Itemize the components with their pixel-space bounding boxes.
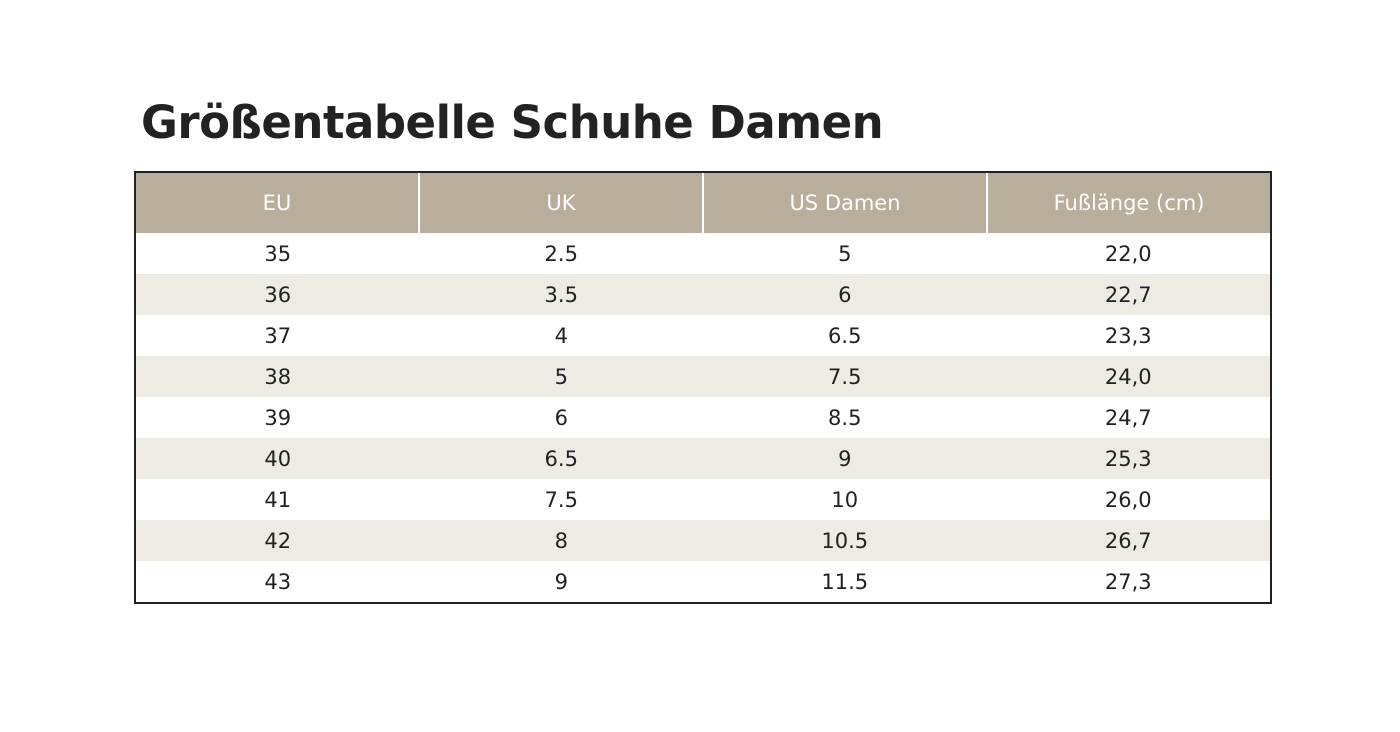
column-header: Fußlänge (cm) (986, 173, 1270, 233)
table-cell: 38 (264, 364, 292, 389)
table-row: 43 9 11.5 27,3 (136, 561, 1270, 602)
table-row: 38 5 7.5 24,0 (136, 356, 1270, 397)
column-header: UK (418, 173, 702, 233)
table-cell: 4 (554, 323, 568, 348)
table-cell: 24,7 (1104, 405, 1152, 430)
table-cell: 24,0 (1104, 364, 1152, 389)
table-row: 37 4 6.5 23,3 (136, 315, 1270, 356)
table-row: 39 6 8.5 24,7 (136, 397, 1270, 438)
table-cell: 40 (264, 446, 292, 471)
table-cell: 35 (264, 241, 292, 266)
table-cell: 26,0 (1104, 487, 1152, 512)
table-cell: 7.5 (828, 364, 862, 389)
table-cell: 7.5 (544, 487, 578, 512)
table-row: 41 7.5 10 26,0 (136, 479, 1270, 520)
title: Größentabelle Schuhe Damen (141, 96, 884, 149)
table-cell: 41 (264, 487, 292, 512)
table-cell: 9 (554, 569, 568, 594)
table-row: 40 6.5 9 25,3 (136, 438, 1270, 479)
column-header: EU (262, 191, 292, 215)
table-cell: 42 (264, 528, 292, 553)
table-cell: 22,7 (1104, 282, 1152, 307)
table-cell: 5 (554, 364, 568, 389)
header-row: EU UK US Damen Fußlänge (cm) (136, 173, 1270, 233)
table-cell: 6.5 (828, 323, 862, 348)
table-cell: 8 (554, 528, 568, 553)
table-cell: 9 (838, 446, 852, 471)
table-cell: 2.5 (544, 241, 578, 266)
table-row: 35 2.5 5 22,0 (136, 233, 1270, 274)
column-header: US Damen (702, 173, 986, 233)
table-cell: 6 (838, 282, 852, 307)
table-cell: 25,3 (1104, 446, 1152, 471)
table-row: 36 3.5 6 22,7 (136, 274, 1270, 315)
size-table: EU UK US Damen Fußlänge (cm) 35 2.5 5 22,0 36 3.5… (134, 171, 1272, 604)
table-cell: 3.5 (544, 282, 578, 307)
table-cell: 27,3 (1104, 569, 1152, 594)
table-cell: 26,7 (1104, 528, 1152, 553)
table-cell: 6 (554, 405, 568, 430)
table-row: 42 8 10.5 26,7 (136, 520, 1270, 561)
table-cell: 11.5 (821, 569, 869, 594)
table-cell: 8.5 (828, 405, 862, 430)
table-cell: 10 (831, 487, 859, 512)
table-cell: 22,0 (1104, 241, 1152, 266)
table-cell: 10.5 (821, 528, 869, 553)
table-cell: 37 (264, 323, 292, 348)
table-cell: 6.5 (544, 446, 578, 471)
table-cell: 5 (838, 241, 852, 266)
table-cell: 23,3 (1104, 323, 1152, 348)
table-cell: 36 (264, 282, 292, 307)
table-cell: 39 (264, 405, 292, 430)
table-cell: 43 (264, 569, 292, 594)
